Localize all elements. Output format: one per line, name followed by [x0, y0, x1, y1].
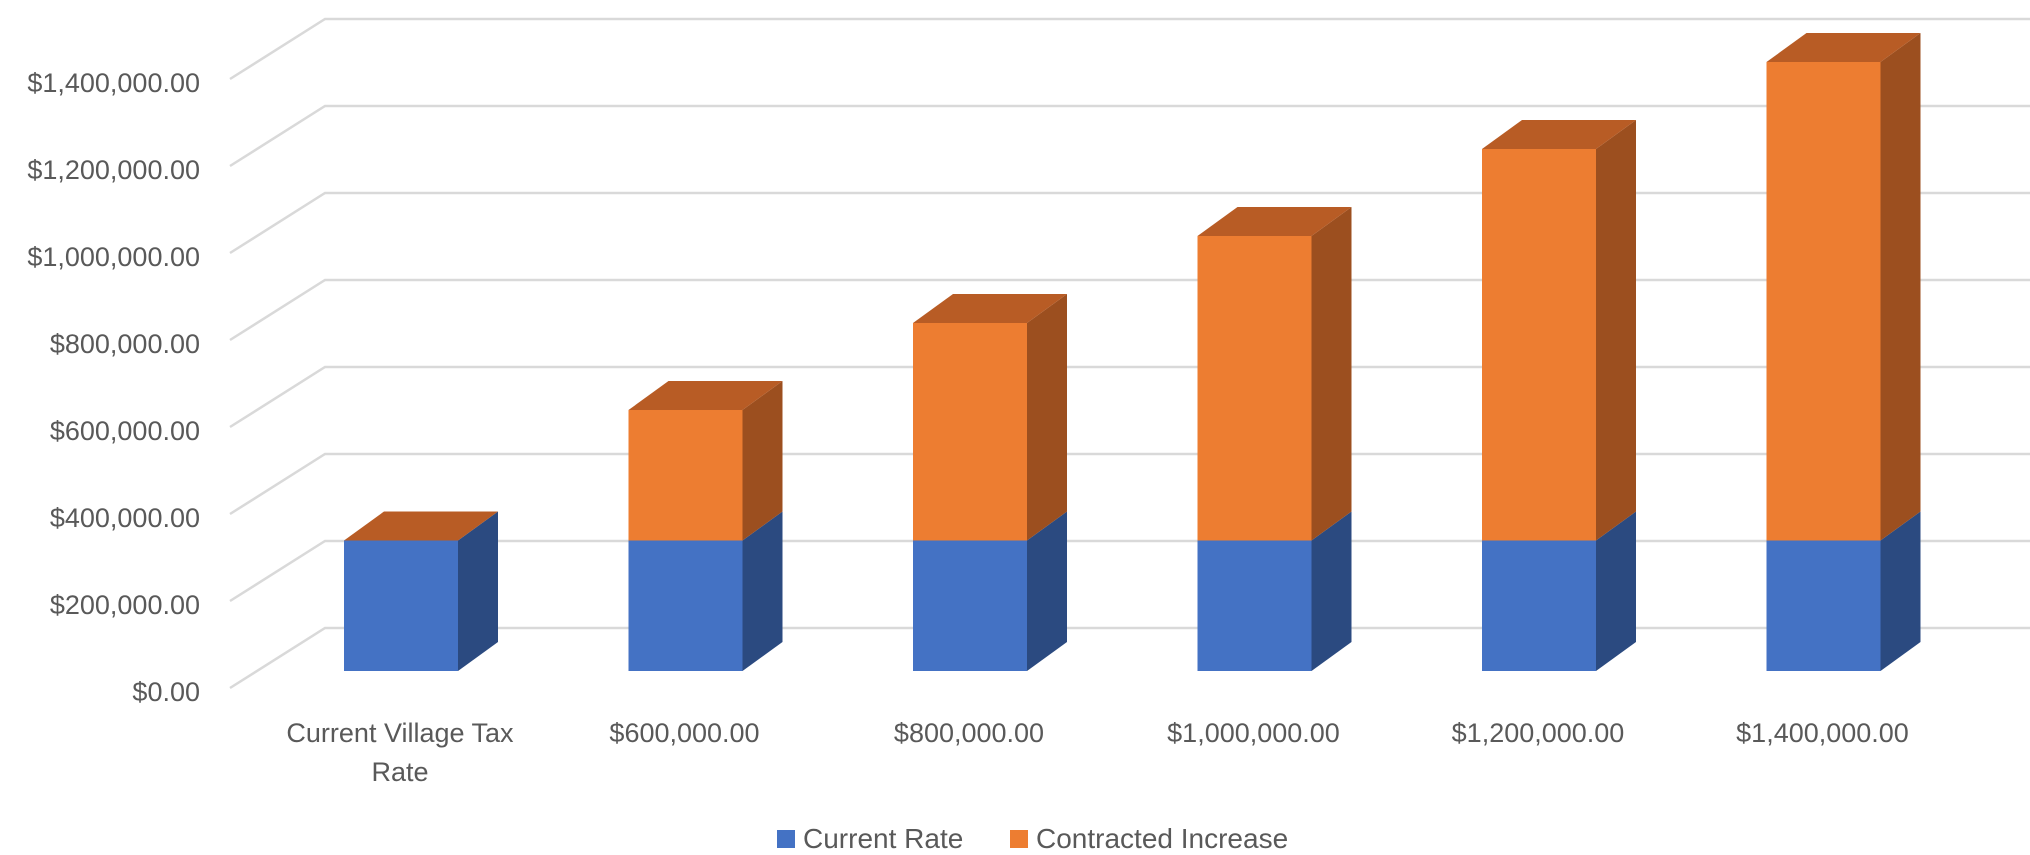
- gridline: [229, 17, 2030, 81]
- bars: [344, 33, 1921, 671]
- bar-current-rate-side: [458, 511, 498, 671]
- bar-contracted-increase: [913, 294, 1067, 541]
- bar-current-rate-front: [1482, 540, 1596, 671]
- bar-contracted-increase-side: [742, 381, 783, 541]
- bar-contracted-increase-side: [1880, 33, 1921, 541]
- bar-contracted-increase: [1197, 207, 1352, 541]
- bar-current-rate: [913, 511, 1067, 671]
- x-category-label: $1,400,000.00: [1736, 718, 1909, 748]
- bar-contracted-increase: [628, 381, 783, 541]
- y-tick-label: $800,000.00: [50, 329, 200, 359]
- bar-current-rate-side: [1596, 511, 1636, 671]
- bar-contracted-increase-top: [1197, 207, 1352, 236]
- gridline: [229, 539, 2030, 603]
- legend: Current Rate Contracted Increase: [777, 823, 1288, 854]
- x-category-label: Rate: [371, 757, 428, 787]
- bar-contracted-increase-front: [1482, 149, 1596, 541]
- bar-current-rate: [344, 511, 498, 671]
- y-tick-label: $1,400,000.00: [27, 68, 200, 98]
- bar-current-rate-side: [1027, 511, 1067, 671]
- y-tick-label: $200,000.00: [50, 590, 200, 620]
- bar-contracted-increase-side: [1311, 207, 1352, 541]
- bar-current-rate-front: [913, 540, 1027, 671]
- y-tick-label: $600,000.00: [50, 416, 200, 446]
- gridline: [229, 278, 2030, 342]
- x-category-label: $1,000,000.00: [1167, 718, 1340, 748]
- y-tick-label: $1,200,000.00: [27, 155, 200, 185]
- gridline: [229, 452, 2030, 516]
- bar-current-rate-side: [1880, 511, 1921, 671]
- bar-contracted-increase-side: [1027, 294, 1067, 541]
- gridline: [229, 191, 2030, 255]
- bar-current-rate: [628, 511, 783, 671]
- bar-contracted-increase-top: [1766, 33, 1921, 62]
- bar-top-cap: [344, 511, 498, 541]
- gridline: [229, 104, 2030, 168]
- x-axis-category-labels: Current Village Tax Rate $600,000.00 $800,0…: [286, 718, 1908, 787]
- legend-swatch-contracted-increase: [1010, 830, 1028, 848]
- bar-contracted-increase: [1766, 33, 1921, 541]
- y-axis-tick-labels: $0.00 $200,000.00 $400,000.00 $600,000.00 $8…: [27, 68, 200, 707]
- bar-contracted-increase-front: [628, 410, 743, 541]
- y-tick-label: $0.00: [132, 677, 200, 707]
- bar-current-rate-front: [344, 540, 458, 671]
- x-category-label: $600,000.00: [609, 718, 759, 748]
- legend-swatch-current-rate: [777, 830, 795, 848]
- legend-label-contracted-increase: Contracted Increase: [1036, 823, 1288, 854]
- legend-label-current-rate: Current Rate: [803, 823, 963, 854]
- bar-current-rate-side: [742, 511, 783, 671]
- gridline: [229, 365, 2030, 429]
- bar-contracted-increase-front: [913, 323, 1027, 541]
- bar-current-rate-front: [628, 540, 743, 671]
- bar-contracted-increase-front: [1766, 62, 1881, 541]
- x-category-label: $1,200,000.00: [1452, 718, 1625, 748]
- bar-current-rate: [1197, 511, 1352, 671]
- bar-contracted-increase-top: [628, 381, 783, 410]
- gridlines: [229, 17, 2030, 690]
- bar-contracted-increase-top: [1482, 120, 1636, 149]
- bar-current-rate: [1766, 511, 1921, 671]
- y-tick-label: $400,000.00: [50, 503, 200, 533]
- y-tick-label: $1,000,000.00: [27, 242, 200, 272]
- bar-current-rate-front: [1197, 540, 1312, 671]
- bar-contracted-increase-side: [1596, 120, 1636, 541]
- bar-current-rate: [1482, 511, 1636, 671]
- x-category-label: Current Village Tax: [286, 718, 514, 748]
- x-category-label: $800,000.00: [894, 718, 1044, 748]
- bar-contracted-increase-top: [913, 294, 1067, 323]
- bar-contracted-increase-front: [1197, 236, 1312, 541]
- bar-current-rate-side: [1311, 511, 1352, 671]
- bar-current-rate-front: [1766, 540, 1881, 671]
- gridline: [229, 626, 2030, 690]
- bar-contracted-increase: [1482, 120, 1636, 541]
